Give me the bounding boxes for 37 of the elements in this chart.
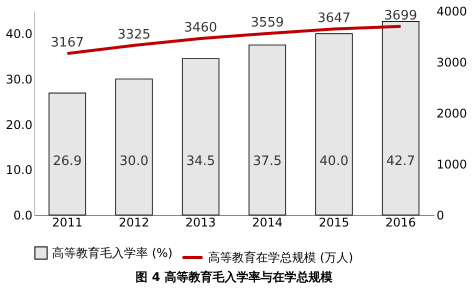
data-label: 3647 [317,11,351,26]
y-tick-label: 10.0 [6,163,32,178]
data-label: 30.0 [120,154,148,169]
y2-tick-label: 4000 [436,4,468,18]
x-tick-label: 2013 [185,216,216,230]
bar [182,58,220,216]
x-tick-label: 2011 [52,216,83,230]
y-tick-label: 40.0 [6,27,32,42]
data-label: 40.0 [320,154,348,169]
y2-tick-label: 2000 [436,106,468,120]
y-tick-label: 20.0 [6,118,32,132]
y2-tick-label: 3000 [436,56,468,70]
data-label: 37.5 [252,154,282,169]
y-tick-label: 0.0 [13,208,32,222]
bar [115,78,153,216]
data-label: 42.7 [386,154,416,169]
bar [382,21,420,216]
x-tick-label: 2014 [252,216,283,230]
x-tick-label: 2012 [118,216,150,230]
legend-label: 高等教育毛入学率 (%) [52,246,173,260]
data-label: 3699 [384,8,418,24]
y2-tick-label: 0 [436,208,444,222]
text: 图 4 高等教育毛入学率与在学总规模 [136,270,332,284]
data-label: 3325 [117,27,151,42]
x-tick-label: 2015 [318,216,350,230]
data-label: 26.9 [52,154,82,169]
legend-label: 高等教育在学总规模 (万人) [208,250,354,264]
y2-tick-label: 1000 [436,158,468,172]
bar [48,92,86,216]
data-label: 3167 [50,35,84,50]
data-label: 3460 [184,20,218,36]
bar [248,44,286,216]
x-tick-label: 2016 [385,216,416,230]
data-label: 34.5 [186,154,216,169]
data-label: 3559 [250,15,284,30]
bar [315,33,353,216]
y-tick-label: 30.0 [6,72,32,86]
